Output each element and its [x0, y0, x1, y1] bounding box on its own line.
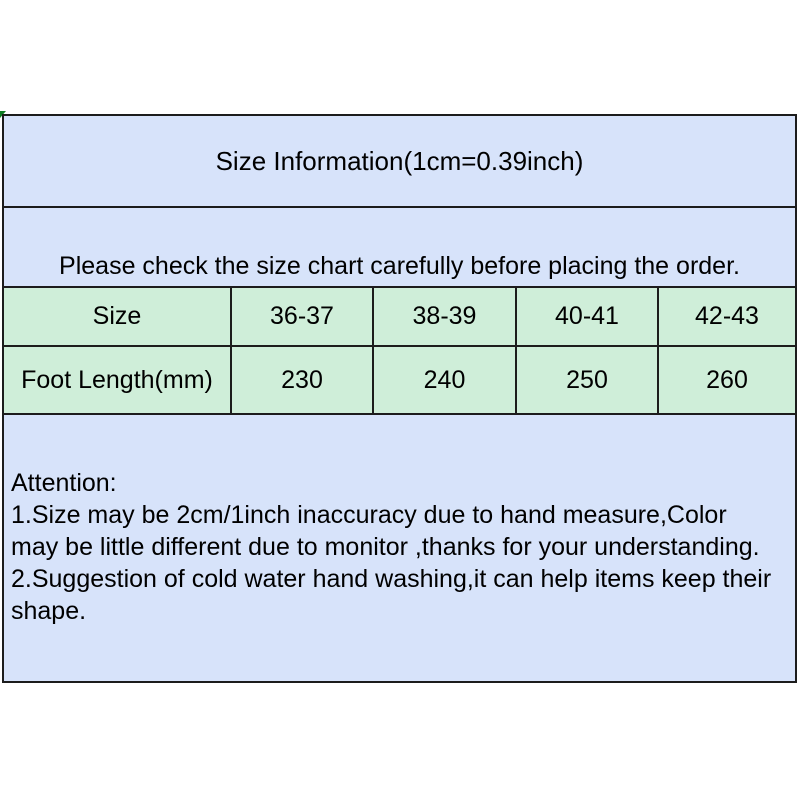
size-chart-panel: Size Information(1cm=0.39inch) Please ch… — [2, 114, 797, 683]
size-cell-42-43: 42-43 — [657, 288, 795, 345]
size-label-cell: Size — [92, 302, 142, 330]
foot-length-cell-230: 230 — [230, 347, 372, 413]
table-header-row: Size 36-37 38-39 40-41 42-43 — [4, 288, 795, 347]
notice-text: Please check the size chart carefully be… — [59, 252, 740, 280]
size-cell-38-39: 38-39 — [372, 288, 515, 345]
foot-length-label-cell: Foot Length(mm) — [21, 365, 213, 394]
attention-line-3: 2.Suggestion of cold water hand washing,… — [11, 565, 772, 593]
title-row: Size Information(1cm=0.39inch) — [4, 116, 795, 208]
size-cell-36-37: 36-37 — [230, 288, 372, 345]
attention-line-4: shape. — [11, 597, 87, 625]
chart-title: Size Information(1cm=0.39inch) — [215, 145, 584, 176]
foot-length-cell-260: 260 — [657, 347, 795, 413]
attention-section: Attention: 1.Size may be 2cm/1inch inacc… — [4, 415, 795, 681]
notice-row: Please check the size chart carefully be… — [4, 208, 795, 288]
table-data-row: Foot Length(mm) 230 240 250 260 — [4, 347, 795, 415]
foot-length-cell-240: 240 — [372, 347, 515, 413]
attention-line-2: may be little different due to monitor ,… — [11, 533, 760, 561]
attention-line-1: 1.Size may be 2cm/1inch inaccuracy due t… — [11, 501, 727, 529]
size-cell-40-41: 40-41 — [515, 288, 657, 345]
attention-heading: Attention: — [11, 469, 117, 497]
foot-length-cell-250: 250 — [515, 347, 657, 413]
